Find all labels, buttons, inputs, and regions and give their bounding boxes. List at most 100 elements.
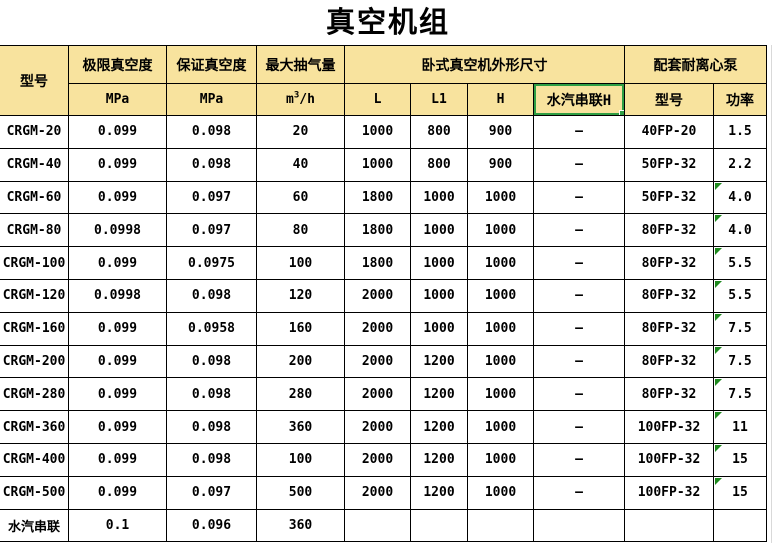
cell-power[interactable]: 7.5 xyxy=(713,311,767,346)
cell-power[interactable]: 7.5 xyxy=(713,377,767,412)
cell-l[interactable]: 1800 xyxy=(344,213,411,248)
cell-guaranteed[interactable]: 0.098 xyxy=(166,377,257,412)
header-dimensions-group[interactable]: 卧式真空机外形尺寸 xyxy=(344,45,625,84)
header-capacity-unit[interactable]: m3/h xyxy=(256,83,345,116)
cell-l1[interactable]: 1000 xyxy=(410,180,468,215)
cell-ultimate[interactable]: 0.099 xyxy=(68,311,167,346)
header-max-capacity[interactable]: 最大抽气量 xyxy=(256,45,345,84)
cell-l[interactable]: 2000 xyxy=(344,311,411,346)
cell-l[interactable]: 2000 xyxy=(344,377,411,412)
cell-guaranteed[interactable]: 0.098 xyxy=(166,278,257,313)
cell-guaranteed[interactable]: 0.098 xyxy=(166,344,257,379)
cell-capacity[interactable]: 360 xyxy=(256,508,345,543)
cell-ultimate[interactable]: 0.0998 xyxy=(68,278,167,313)
cell-pump-model[interactable]: 80FP-32 xyxy=(624,311,714,346)
cell-capacity[interactable]: 360 xyxy=(256,410,345,444)
cell-model[interactable]: CRGM-60 xyxy=(0,180,69,215)
cell-ultimate[interactable]: 0.099 xyxy=(68,115,167,149)
cell-capacity[interactable]: 40 xyxy=(256,147,345,182)
cell-l1[interactable] xyxy=(410,508,468,543)
cell-pump-model[interactable]: 80FP-32 xyxy=(624,278,714,313)
cell-h[interactable]: 1000 xyxy=(467,377,534,412)
cell-model[interactable]: CRGM-500 xyxy=(0,475,69,510)
cell-h[interactable]: 1000 xyxy=(467,213,534,248)
cell-l1[interactable]: 800 xyxy=(410,147,468,182)
header-pump-group[interactable]: 配套耐离心泵 xyxy=(624,45,767,84)
cell-capacity[interactable]: 20 xyxy=(256,115,345,149)
cell-vapor[interactable]: – xyxy=(533,115,625,149)
cell-capacity[interactable]: 160 xyxy=(256,311,345,346)
cell-power[interactable]: 5.5 xyxy=(713,246,767,280)
cell-l1[interactable]: 1200 xyxy=(410,410,468,444)
cell-power[interactable] xyxy=(713,508,767,543)
cell-model[interactable]: CRGM-120 xyxy=(0,278,69,313)
cell-ultimate[interactable]: 0.099 xyxy=(68,344,167,379)
cell-model[interactable]: CRGM-80 xyxy=(0,213,69,248)
header-L[interactable]: L xyxy=(344,83,411,116)
cell-power[interactable]: 1.5 xyxy=(713,115,767,149)
cell-vapor[interactable]: – xyxy=(533,180,625,215)
header-L1[interactable]: L1 xyxy=(410,83,468,116)
cell-l[interactable]: 1800 xyxy=(344,246,411,280)
cell-l[interactable]: 2000 xyxy=(344,278,411,313)
cell-pump-model[interactable]: 100FP-32 xyxy=(624,442,714,477)
cell-model[interactable]: 水汽串联 xyxy=(0,508,69,543)
cell-guaranteed[interactable]: 0.097 xyxy=(166,475,257,510)
cell-guaranteed[interactable]: 0.098 xyxy=(166,147,257,182)
cell-l1[interactable]: 1200 xyxy=(410,377,468,412)
header-pump-power[interactable]: 功率 xyxy=(713,83,767,116)
header-vapor-series-h-selected-cell[interactable]: 水汽串联H xyxy=(533,83,625,116)
cell-model[interactable]: CRGM-280 xyxy=(0,377,69,412)
cell-model[interactable]: CRGM-200 xyxy=(0,344,69,379)
cell-power[interactable]: 2.2 xyxy=(713,147,767,182)
cell-l[interactable]: 2000 xyxy=(344,410,411,444)
cell-capacity[interactable]: 280 xyxy=(256,377,345,412)
cell-pump-model[interactable]: 50FP-32 xyxy=(624,180,714,215)
cell-power[interactable]: 4.0 xyxy=(713,213,767,248)
cell-pump-model[interactable]: 80FP-32 xyxy=(624,377,714,412)
cell-ultimate[interactable]: 0.099 xyxy=(68,442,167,477)
cell-pump-model[interactable]: 100FP-32 xyxy=(624,475,714,510)
cell-h[interactable]: 1000 xyxy=(467,410,534,444)
cell-l1[interactable]: 1000 xyxy=(410,278,468,313)
cell-l[interactable]: 1000 xyxy=(344,147,411,182)
cell-h[interactable] xyxy=(467,508,534,543)
cell-vapor[interactable]: – xyxy=(533,278,625,313)
cell-capacity[interactable]: 100 xyxy=(256,442,345,477)
cell-pump-model[interactable]: 80FP-32 xyxy=(624,246,714,280)
cell-capacity[interactable]: 200 xyxy=(256,344,345,379)
cell-pump-model[interactable]: 80FP-32 xyxy=(624,344,714,379)
cell-h[interactable]: 1000 xyxy=(467,344,534,379)
cell-vapor[interactable]: – xyxy=(533,246,625,280)
cell-guaranteed[interactable]: 0.098 xyxy=(166,410,257,444)
cell-ultimate[interactable]: 0.0998 xyxy=(68,213,167,248)
cell-capacity[interactable]: 100 xyxy=(256,246,345,280)
cell-ultimate[interactable]: 0.099 xyxy=(68,410,167,444)
cell-h[interactable]: 900 xyxy=(467,115,534,149)
cell-h[interactable]: 1000 xyxy=(467,180,534,215)
cell-guaranteed[interactable]: 0.0958 xyxy=(166,311,257,346)
cell-vapor[interactable]: – xyxy=(533,147,625,182)
cell-l1[interactable]: 1000 xyxy=(410,213,468,248)
cell-model[interactable]: CRGM-400 xyxy=(0,442,69,477)
cell-guaranteed[interactable]: 0.098 xyxy=(166,442,257,477)
cell-power[interactable]: 7.5 xyxy=(713,344,767,379)
header-ultimate-vacuum[interactable]: 极限真空度 xyxy=(68,45,167,84)
cell-pump-model[interactable]: 50FP-32 xyxy=(624,147,714,182)
cell-pump-model[interactable]: 100FP-32 xyxy=(624,410,714,444)
cell-ultimate[interactable]: 0.099 xyxy=(68,180,167,215)
cell-l[interactable]: 1000 xyxy=(344,115,411,149)
cell-h[interactable]: 900 xyxy=(467,147,534,182)
cell-pump-model[interactable] xyxy=(624,508,714,543)
cell-l1[interactable]: 1000 xyxy=(410,311,468,346)
cell-h[interactable]: 1000 xyxy=(467,278,534,313)
cell-ultimate[interactable]: 0.099 xyxy=(68,147,167,182)
header-H[interactable]: H xyxy=(467,83,534,116)
cell-power[interactable]: 11 xyxy=(713,410,767,444)
cell-l[interactable]: 2000 xyxy=(344,442,411,477)
cell-model[interactable]: CRGM-160 xyxy=(0,311,69,346)
cell-model[interactable]: CRGM-100 xyxy=(0,246,69,280)
cell-ultimate[interactable]: 0.099 xyxy=(68,246,167,280)
cell-guaranteed[interactable]: 0.098 xyxy=(166,115,257,149)
cell-l1[interactable]: 1000 xyxy=(410,246,468,280)
